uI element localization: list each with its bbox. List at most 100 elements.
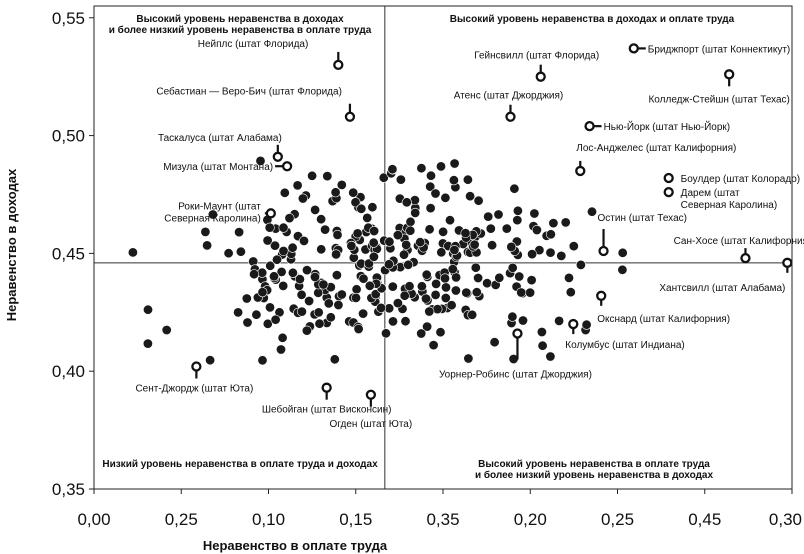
point-label: Бриджпорт (штат Коннектикут) [648, 44, 790, 55]
data-point [127, 247, 138, 258]
point-label: Хантсвилл (штат Алабама) [659, 282, 785, 294]
data-point [430, 289, 441, 300]
point-label: Окснард (штат Калифорния) [597, 313, 730, 325]
data-point [329, 354, 340, 365]
labeled-point: Нейплс (штат Флорида) [198, 39, 344, 71]
x-tick-label: 0,35 [426, 510, 459, 529]
data-point [435, 161, 446, 172]
data-point [399, 290, 410, 301]
data-point [301, 325, 312, 336]
data-point [440, 282, 451, 293]
data-point [482, 278, 493, 289]
data-point [415, 237, 426, 248]
data-point [314, 318, 325, 329]
data-point [465, 191, 476, 202]
y-axis-ticks: 0,55 0,50 0,45 0,40 0,35 [52, 9, 94, 499]
y-axis-title: Неравенство в доходах [4, 168, 19, 321]
data-point [296, 289, 307, 300]
data-point [304, 295, 315, 306]
data-point [403, 259, 414, 270]
data-point [416, 328, 427, 339]
labeled-point: Окснард (штат Калифорния) [596, 290, 730, 325]
data-point [383, 259, 394, 270]
data-point [446, 300, 457, 311]
data-point [463, 353, 474, 364]
data-point [537, 340, 548, 351]
data-point [449, 158, 460, 169]
x-tick-label: 0,25 [601, 510, 634, 529]
data-point [301, 265, 312, 276]
point-label: Боулдер (штат Колорадо) [681, 174, 800, 185]
labeled-point-marker [584, 121, 595, 132]
data-point [401, 239, 412, 250]
data-point [420, 293, 431, 304]
quadrant-label-bottom-right: и более низкий уровень неравенства в дох… [475, 469, 714, 481]
data-point [392, 298, 403, 309]
data-point [404, 281, 415, 292]
y-tick-label: 0,55 [52, 9, 85, 28]
data-point [387, 281, 398, 292]
data-point [447, 264, 458, 275]
labeled-point: Себастиан — Веро-Бич (штат Флорида) [156, 86, 356, 122]
data-point [322, 171, 333, 182]
data-point [320, 224, 331, 235]
quadrant-label-top-left: Высокий уровень неравенства в доходах [136, 14, 344, 25]
data-point [512, 205, 523, 216]
quadrant-label-bottom-right: Высокий уровень неравенства в оплате тру… [478, 459, 710, 470]
data-point [416, 281, 427, 292]
data-point [568, 241, 579, 252]
data-point [235, 246, 246, 257]
labeled-point-marker [628, 43, 639, 54]
data-point [257, 355, 268, 366]
x-tick-label: 0,00 [77, 510, 110, 529]
data-point [438, 226, 449, 237]
data-point [269, 240, 280, 251]
labeled-point-marker [596, 290, 607, 301]
data-point [368, 237, 379, 248]
labeled-point-marker [535, 71, 546, 82]
labeled-point-marker [281, 161, 293, 172]
data-point [401, 197, 412, 208]
data-point [581, 319, 592, 330]
labeled-point: Мизула (штат Монтана) [163, 161, 293, 173]
data-point [367, 202, 378, 213]
data-point [451, 272, 462, 283]
quadrant-labels: Высокий уровень неравенства в доходах и б… [102, 14, 734, 481]
data-point [348, 187, 359, 198]
data-point [297, 193, 308, 204]
labeled-point: Колледж-Стейшн (штат Техас) [648, 69, 790, 105]
data-point [440, 192, 451, 203]
data-point [233, 307, 244, 318]
point-label: Себастиан — Веро-Бич (штат Флорида) [156, 86, 342, 98]
point-label: Гейнсвилл (штат Флорида) [474, 51, 599, 62]
data-point [421, 269, 432, 280]
data-point [270, 314, 281, 325]
data-point [268, 271, 279, 282]
data-point [287, 267, 298, 278]
data-point [435, 327, 446, 338]
data-point [405, 225, 416, 236]
data-point [143, 304, 154, 315]
data-point [483, 211, 494, 222]
data-point [353, 323, 364, 334]
data-point [161, 324, 172, 335]
data-point [416, 163, 427, 174]
point-label: Роки-Маунт (штат Северная Каролина) [164, 201, 261, 224]
data-point [142, 338, 153, 349]
labeled-point: Остин (штат Техас) [598, 213, 687, 257]
point-label: Огден (штат Юта) [330, 419, 413, 430]
data-point [575, 259, 586, 270]
data-point [333, 299, 344, 310]
data-point [309, 271, 320, 282]
data-point [241, 293, 252, 304]
labeled-point-marker [575, 165, 586, 177]
data-point [531, 225, 542, 236]
data-point [444, 215, 455, 226]
data-point [387, 316, 398, 327]
data-point [325, 312, 336, 323]
data-point [298, 235, 309, 246]
data-point [279, 187, 290, 198]
labeled-point-marker [782, 257, 793, 268]
data-point [310, 204, 321, 215]
